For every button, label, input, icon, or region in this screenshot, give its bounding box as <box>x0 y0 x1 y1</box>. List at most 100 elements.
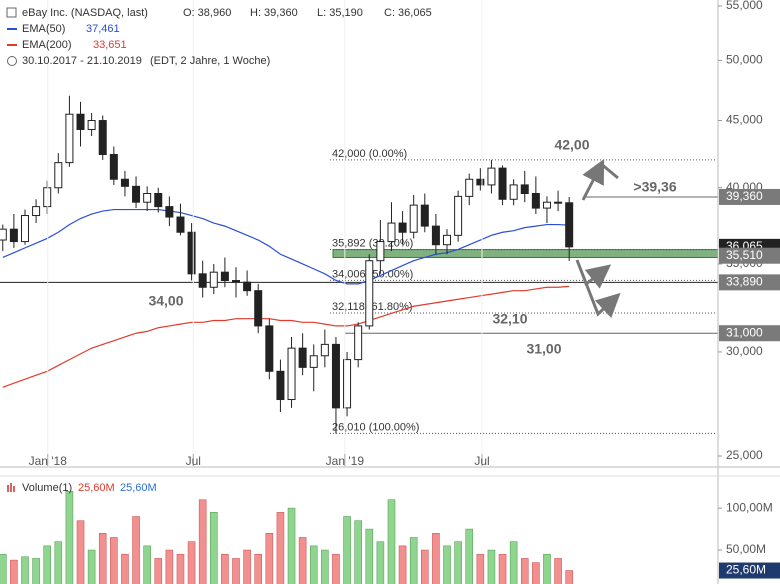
volume-bar <box>165 549 174 584</box>
volume-bar <box>532 562 540 584</box>
volume-bar <box>354 520 362 584</box>
candle-body <box>265 325 274 372</box>
ohlc: C: 36,065 <box>384 7 432 19</box>
candle-body <box>154 192 163 208</box>
volume-bar <box>21 556 29 584</box>
volume-bar <box>243 549 251 584</box>
volume-bar <box>287 507 296 584</box>
price-marker-label: 31,000 <box>726 325 763 339</box>
candle-body <box>454 195 463 236</box>
volume-bar <box>565 570 573 584</box>
candle-body <box>98 120 107 155</box>
volume-tick-label: 100,00M <box>726 500 773 514</box>
legend-name: EMA(50) <box>22 23 65 35</box>
volume-bar <box>543 553 551 584</box>
volume-average: 25,60M <box>120 482 157 494</box>
candle-body <box>109 153 118 180</box>
annotation: >39,36 <box>633 179 676 195</box>
candle-body <box>43 187 52 208</box>
volume-bar <box>10 559 18 584</box>
price-marker-label: 39,360 <box>726 189 763 203</box>
volume-bar <box>298 537 307 584</box>
volume-bar <box>154 558 163 584</box>
volume-bar <box>187 541 196 584</box>
volume-marker-box <box>719 562 780 579</box>
volume-bar <box>232 558 240 584</box>
volume-bar <box>387 499 396 584</box>
title: eBay Inc. (NASDAQ, last) <box>22 7 148 19</box>
icon <box>13 486 15 492</box>
candle-body <box>254 290 263 327</box>
volume-bar <box>132 516 140 584</box>
candle-body <box>143 192 152 203</box>
volume-bar <box>209 512 218 584</box>
volume-bar <box>176 553 185 584</box>
volume-value: 25,60M <box>78 482 115 494</box>
volume-bar <box>554 558 562 584</box>
volume-bar <box>265 532 274 584</box>
icon <box>6 7 17 18</box>
candle-body <box>132 185 141 203</box>
volume-bar <box>276 512 285 584</box>
icon <box>7 485 9 492</box>
candle-body <box>487 167 496 186</box>
candle-body <box>465 178 474 197</box>
annotation: 34,00 <box>148 293 183 309</box>
price-marker-label: 35,510 <box>726 248 763 262</box>
candle-body <box>420 204 429 227</box>
candle-body <box>87 120 96 130</box>
candle-body <box>387 222 396 243</box>
arrow <box>575 259 621 319</box>
candle-body <box>476 178 485 186</box>
ohlc: L: 35,190 <box>317 7 363 19</box>
candle-body <box>20 215 29 243</box>
volume-bar <box>509 541 518 584</box>
candle-body <box>232 280 241 283</box>
candle-body <box>431 225 440 246</box>
candle-body <box>376 241 385 262</box>
candle-body <box>287 347 296 401</box>
x-tick-label: Jan '19 <box>326 454 365 468</box>
candle-body <box>298 347 307 368</box>
annotation: 31,00 <box>526 341 561 357</box>
volume-marker-label: 25,60M <box>726 563 766 577</box>
arrow <box>599 161 619 180</box>
fib-label: 35,892 (38.20%) <box>332 238 413 250</box>
candle-body <box>243 281 252 292</box>
y-tick-label: 55,000 <box>726 0 763 12</box>
volume-bar <box>376 541 385 584</box>
volume-name: Volume(1) <box>22 482 72 494</box>
candle-body <box>343 359 352 409</box>
volume-bar <box>110 537 118 584</box>
candle-body <box>509 184 518 200</box>
header: eBay Inc. (NASDAQ, last) O: 38,960 H: 39… <box>6 7 432 494</box>
arrows <box>575 158 621 319</box>
price-marker-box <box>719 188 780 205</box>
volume-bar <box>487 549 496 584</box>
candle-body <box>0 228 7 241</box>
price-marker-box <box>719 247 780 264</box>
volume-bar <box>321 549 329 584</box>
candle-body <box>520 184 529 194</box>
volume-bar <box>520 558 529 584</box>
volume-bar <box>76 520 85 584</box>
volume-bar <box>498 553 507 584</box>
candle-body <box>309 355 318 368</box>
volume-bar <box>143 545 151 584</box>
support-zone <box>332 249 718 258</box>
candle-body <box>531 192 540 209</box>
candle-body <box>54 162 63 189</box>
candle-body <box>276 370 285 401</box>
volume-bar <box>0 553 7 584</box>
x-tick-label: Jul <box>186 454 201 468</box>
candle-body <box>76 113 85 130</box>
volume-bar <box>343 516 351 584</box>
candle-body <box>354 325 363 361</box>
candle-body <box>331 343 340 409</box>
volume-bar <box>398 545 407 584</box>
candle-body <box>9 228 18 243</box>
annotation: 32,10 <box>492 311 527 327</box>
price-marker-box <box>719 274 780 291</box>
